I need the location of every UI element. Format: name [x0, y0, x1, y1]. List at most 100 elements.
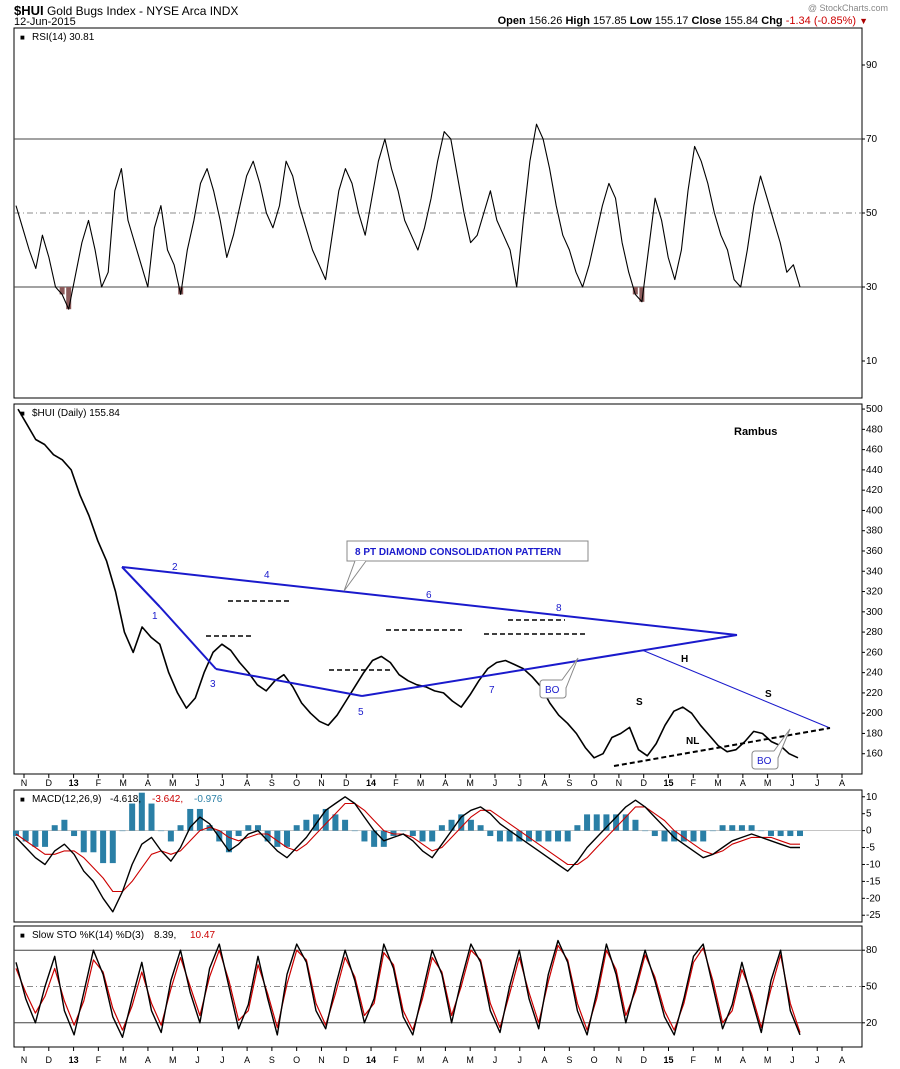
y-tick-label: 20 [866, 1018, 878, 1029]
macd-histogram-bar [80, 830, 87, 853]
chg-value: -1.34 (-0.85%) [785, 15, 857, 27]
y-tick-label: 30 [866, 282, 878, 293]
macd-signal-value: -3.642, [152, 794, 183, 805]
rsi-oversold-fill [59, 287, 65, 295]
panel-2-frame [13, 403, 863, 775]
low-label: Low [629, 15, 652, 27]
time-axis-label: D [640, 1055, 647, 1065]
author-label: Rambus [734, 426, 777, 438]
time-axis-label: O [591, 1055, 598, 1065]
macd-histogram-bar [729, 825, 736, 831]
breakout-callout-2-pointer [773, 728, 791, 759]
macd-histogram-bar [603, 814, 610, 831]
time-axis-label: 14 [366, 1055, 376, 1065]
macd-histogram-bar [148, 803, 155, 831]
close-label: Close [691, 15, 722, 27]
time-axis-label: F [96, 778, 102, 788]
macd-histogram-bar [196, 808, 203, 831]
open-value: 156.26 [528, 15, 563, 27]
diamond-lower-left-line [159, 606, 217, 670]
macd-histogram-bar [90, 830, 97, 853]
y-tick-label: 240 [866, 668, 883, 679]
hs-head-label: H [681, 654, 688, 665]
macd-histogram-bar [671, 830, 678, 842]
watermark: @ StockCharts.com [807, 3, 888, 13]
index-name: Gold Bugs Index - NYSE Arca INDX [46, 4, 239, 18]
y-tick-label: 0 [866, 826, 872, 837]
time-axis-label: 13 [69, 1055, 79, 1065]
pattern-point-6: 6 [426, 590, 432, 601]
pattern-label-box [346, 540, 589, 562]
hs-left-shoulder-label: S [636, 697, 643, 708]
open-label: Open [497, 15, 526, 27]
time-axis-label: O [293, 778, 300, 788]
time-axis-label: N [21, 778, 28, 788]
down-triangle-icon: ▼ [859, 16, 868, 26]
breakout-label-1: BO [545, 685, 560, 696]
y-tick-label: 480 [866, 424, 883, 435]
macd-histogram-bar [390, 830, 397, 837]
time-axis-label: 15 [663, 778, 673, 788]
high-label: High [565, 15, 590, 27]
rsi-line [15, 123, 801, 310]
macd-histogram-bar [187, 808, 194, 831]
low-value: 155.17 [654, 15, 689, 27]
time-axis-label: F [393, 778, 399, 788]
y-tick-label: 460 [866, 445, 883, 456]
macd-line [15, 796, 800, 913]
time-axis-label: J [518, 778, 523, 788]
time-axis-label: A [145, 1055, 151, 1065]
time-axis-label: N [21, 1055, 28, 1065]
time-axis-label: N [616, 778, 623, 788]
macd-histogram-bar [332, 814, 339, 831]
macd-histogram-bar [361, 830, 368, 842]
macd-histogram-bar [245, 825, 252, 831]
macd-histogram-bar [380, 830, 387, 847]
breakout-callout-1-pointer [561, 657, 579, 689]
macd-histogram-bar [274, 830, 281, 847]
macd-histogram-bar [138, 792, 145, 831]
chart-date: 12-Jun-2015 [14, 16, 76, 28]
macd-histogram-bar [61, 819, 68, 831]
macd-histogram-bar [119, 830, 126, 832]
time-axis-label: S [269, 778, 275, 788]
time-axis-label: J [493, 1055, 498, 1065]
pattern-point-1: 1 [152, 611, 158, 622]
macd-histogram-bar [709, 830, 716, 832]
macd-histogram-bar [719, 825, 726, 831]
time-axis-label: M [714, 778, 722, 788]
time-axis-label: D [46, 778, 53, 788]
time-axis-label: M [417, 778, 425, 788]
time-axis-label: D [640, 778, 647, 788]
time-axis-label: A [244, 1055, 250, 1065]
time-axis-label: M [169, 778, 177, 788]
macd-histogram-bar [216, 830, 223, 842]
time-axis-label: J [493, 778, 498, 788]
y-tick-label: 180 [866, 728, 883, 739]
time-axis-label: M [417, 1055, 425, 1065]
high-value: 157.85 [593, 15, 627, 27]
macd-histogram-bar [767, 830, 774, 837]
pattern-point-2: 2 [172, 562, 178, 573]
price-line [17, 408, 799, 759]
pattern-point-3: 3 [210, 679, 216, 690]
time-axis-label: S [566, 778, 572, 788]
macd-histogram-bar [429, 830, 436, 842]
macd-histogram-bar [535, 830, 542, 842]
neckline-label: NL [686, 736, 699, 747]
time-axis-label: M [119, 778, 127, 788]
time-axis-label: A [244, 778, 250, 788]
panel-bullet-icon: ■ [20, 33, 25, 42]
symbol: $HUI [14, 3, 44, 18]
macd-histogram-bar [351, 830, 358, 832]
macd-histogram-bar [632, 819, 639, 831]
time-axis-label: A [145, 778, 151, 788]
diamond-left-line [121, 566, 161, 608]
macd-histogram-bar [564, 830, 571, 842]
y-tick-label: 320 [866, 587, 883, 598]
pattern-label-text: 8 PT DIAMOND CONSOLIDATION PATTERN [355, 547, 561, 558]
macd-histogram-bar [477, 825, 484, 831]
y-tick-label: 400 [866, 505, 883, 516]
time-axis-label: N [318, 1055, 325, 1065]
